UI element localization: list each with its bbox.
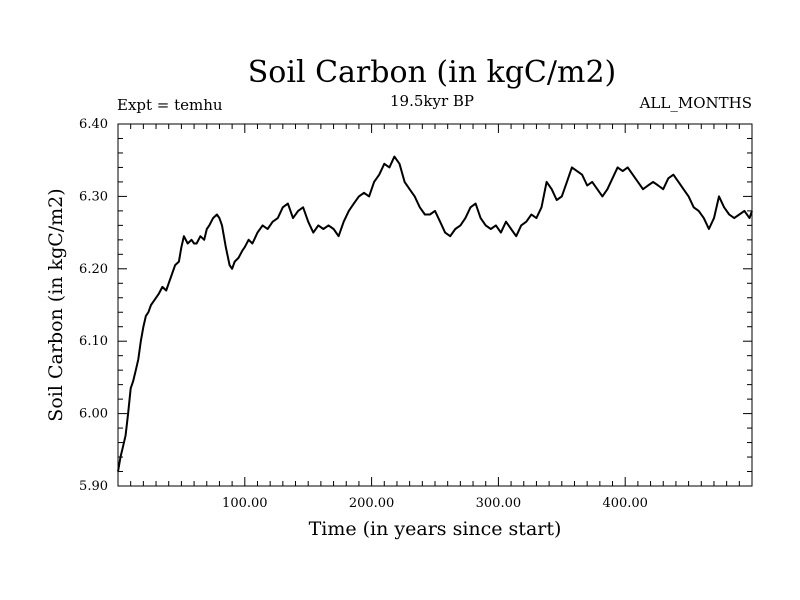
y-tick-label: 6.30 bbox=[79, 189, 108, 204]
y-tick-labels: 5.90 6.00 6.10 6.20 6.30 6.40 bbox=[79, 117, 108, 494]
y-tick-label: 6.40 bbox=[79, 117, 108, 132]
soil-carbon-line bbox=[117, 155, 753, 472]
y-tick-label: 6.20 bbox=[79, 262, 108, 277]
y-tick-label: 6.00 bbox=[79, 407, 108, 422]
plot-frame bbox=[117, 123, 753, 487]
y-tick-label: 5.90 bbox=[79, 479, 108, 494]
axis-ticks bbox=[118, 124, 752, 486]
x-tick-label: 400.00 bbox=[602, 496, 648, 511]
chart-title: Soil Carbon (in kgC/m2) bbox=[248, 55, 616, 90]
months-label: ALL_MONTHS bbox=[639, 94, 752, 112]
period-label: 19.5kyr BP bbox=[390, 92, 474, 110]
y-axis-title: Soil Carbon (in kgC/m2) bbox=[45, 188, 67, 421]
x-tick-label: 100.00 bbox=[222, 496, 268, 511]
y-tick-label: 6.10 bbox=[79, 334, 108, 349]
x-tick-label: 300.00 bbox=[476, 496, 522, 511]
x-axis-title: Time (in years since start) bbox=[309, 518, 562, 540]
x-tick-label: 200.00 bbox=[349, 496, 395, 511]
x-tick-labels: 100.00 200.00 300.00 400.00 bbox=[222, 496, 648, 511]
experiment-label: Expt = temhu bbox=[117, 96, 223, 114]
